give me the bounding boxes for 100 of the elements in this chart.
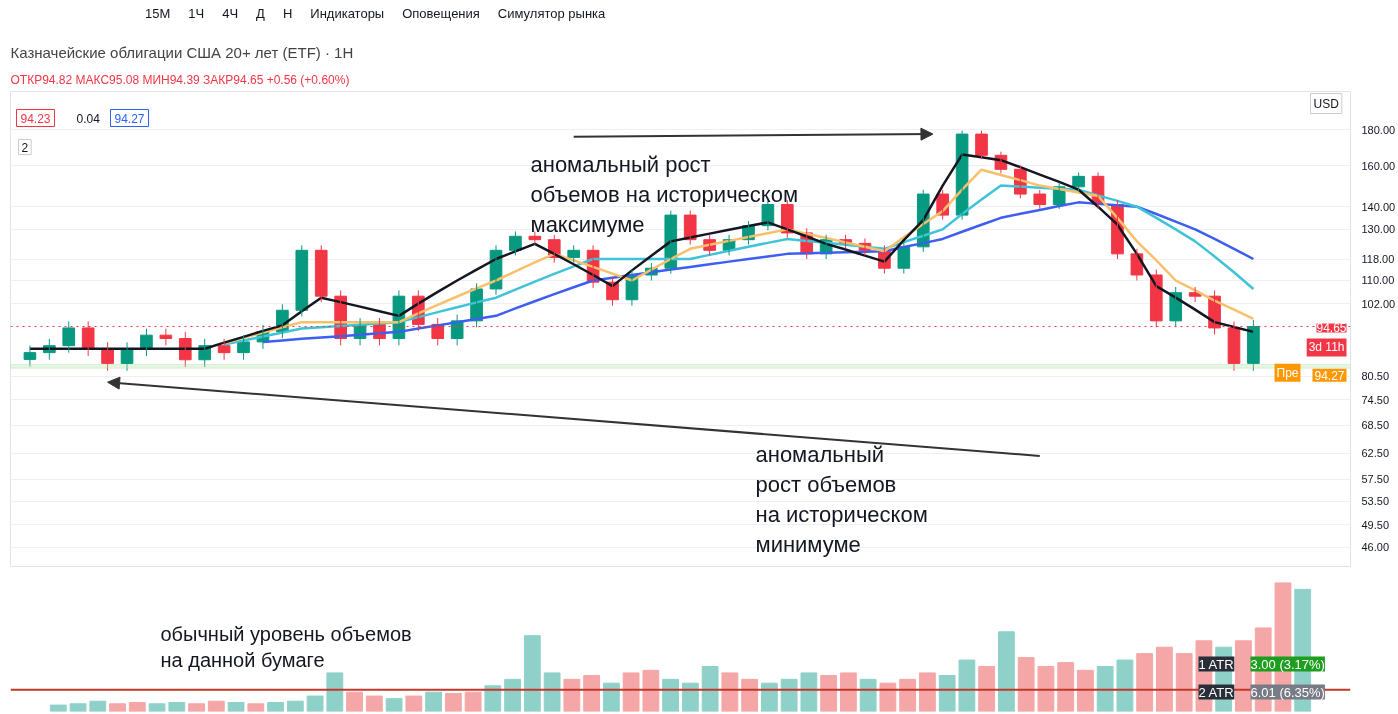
bar (464, 691, 482, 712)
annotation: 6.01 (6.35%) (1250, 684, 1325, 700)
bar (128, 702, 146, 712)
y-tick-label: 53.50 (1361, 495, 1390, 508)
y-tick-label: 110.00 (1361, 274, 1395, 287)
bar (1057, 662, 1075, 712)
bar (859, 678, 877, 712)
bar (523, 635, 541, 712)
text: 3d 11h (1308, 340, 1345, 355)
bar (1116, 659, 1134, 712)
bar (938, 675, 956, 712)
bar (760, 682, 778, 712)
chart-title: Казначейские облигации США 20+ лет (ETF) · 1H (10, 43, 354, 61)
bar (1037, 666, 1055, 712)
y-tick-label: 180.00 (1361, 123, 1396, 136)
candlestick (314, 244, 328, 303)
bar (1156, 646, 1173, 712)
bar (1096, 666, 1114, 712)
bar (425, 691, 442, 712)
y-tick-label: 49.50 (1361, 518, 1390, 531)
bar (879, 682, 897, 712)
bar (998, 631, 1015, 712)
bar (504, 678, 522, 712)
y-tick-label: 62.50 (1361, 447, 1390, 460)
bar (286, 700, 304, 712)
bar (49, 704, 67, 712)
bar (681, 682, 699, 712)
bar (899, 678, 917, 712)
bar (444, 693, 462, 712)
bar (820, 675, 838, 712)
annotation: аномальный рост объемов на историческом минимуме (755, 441, 928, 557)
bar (484, 685, 502, 712)
candlestick (1072, 171, 1085, 192)
annotation: 3.00 (3.17%) (1250, 656, 1325, 672)
bar (207, 700, 225, 712)
bar (602, 682, 620, 712)
annotation: 94.27 (114, 111, 145, 126)
bar (642, 669, 660, 712)
candlestick (1033, 189, 1047, 210)
bar (188, 703, 205, 712)
annotation: 2 (21, 140, 29, 155)
bar (365, 695, 383, 712)
bar (1077, 669, 1094, 712)
bar (958, 659, 976, 712)
y-tick-label: 130.00 (1361, 223, 1396, 236)
annotation: 2 ATR (1198, 684, 1234, 700)
text: Оповещения (402, 6, 480, 21)
bar (701, 666, 719, 712)
y-tick-label: 68.50 (1361, 419, 1390, 432)
text: 15M (145, 6, 171, 21)
bar (1017, 657, 1035, 712)
text: 4Ч (222, 6, 239, 21)
bar (1235, 640, 1252, 712)
bar (168, 702, 186, 712)
y-tick-label: 102.00 (1361, 297, 1396, 310)
bar (267, 702, 284, 712)
annotation: 94.23 (20, 111, 51, 126)
annotation: 1 ATR (1198, 656, 1234, 672)
bar (326, 672, 344, 712)
y-tick-label: 80.50 (1361, 370, 1390, 383)
bar (247, 703, 265, 712)
bar (583, 675, 601, 712)
y-tick-label: 140.00 (1361, 200, 1396, 213)
bar (741, 678, 759, 712)
candlestick (295, 244, 309, 317)
bar (405, 695, 423, 712)
bar (346, 691, 363, 712)
bar (1175, 653, 1193, 712)
bar (109, 703, 126, 712)
bar (839, 672, 857, 712)
bar (543, 672, 561, 712)
bar (622, 672, 640, 712)
bar (1136, 653, 1154, 712)
candlestick (975, 130, 988, 160)
text: Симулятор рынка (497, 6, 606, 21)
text: Индикаторы (310, 6, 385, 21)
y-tick-label: 74.50 (1361, 393, 1390, 406)
y-tick-label: 160.00 (1361, 159, 1396, 172)
bar (780, 678, 798, 712)
bar (800, 672, 818, 712)
annotation: обычный уровень объемов на данной бумаге (160, 623, 412, 672)
text: Д (256, 6, 265, 21)
bar (306, 695, 324, 712)
text: Н (282, 6, 293, 21)
candlestick (1247, 319, 1260, 372)
candlestick (62, 321, 76, 354)
bar (385, 698, 403, 712)
text: 94.27 (1314, 368, 1345, 383)
bar (919, 672, 936, 712)
bar (227, 702, 245, 712)
bar (662, 678, 680, 712)
y-tick-label: 57.50 (1361, 473, 1390, 485)
candlestick (567, 244, 581, 264)
annotation: аномальный рост объемов на историческом максимуме (530, 151, 799, 237)
candlestick (237, 334, 250, 361)
y-tick-label: 46.00 (1361, 541, 1390, 554)
ref-line-label: 94.65 (1316, 321, 1347, 336)
bar (563, 678, 581, 712)
bar (148, 703, 166, 712)
y-tick-label: 118.00 (1361, 253, 1395, 266)
